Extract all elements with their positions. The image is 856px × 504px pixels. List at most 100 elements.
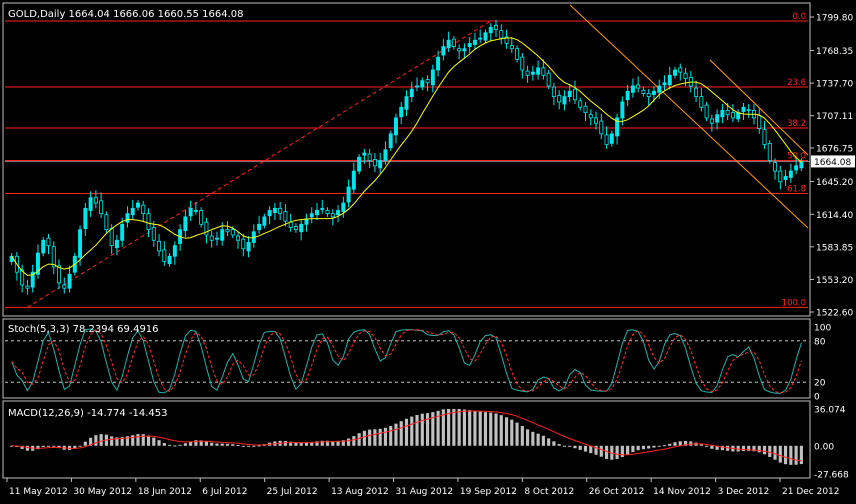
fib-level-label: 61.8 — [787, 184, 806, 194]
time-tick-label: 6 Jul 2012 — [202, 487, 247, 497]
time-tick-label: 18 Jun 2012 — [138, 487, 192, 497]
candle-body — [278, 207, 283, 215]
candle-body — [409, 88, 414, 98]
price-tick-label: 1522.60 — [816, 309, 853, 319]
macd-hist-bar — [25, 445, 30, 451]
macd-hist-bar — [768, 445, 772, 457]
macd-hist-bar — [241, 445, 245, 447]
candle-body — [162, 249, 167, 262]
macd-hist-bar — [778, 445, 782, 463]
stoch-signal-line — [11, 329, 802, 394]
price-tick-label: 1768.35 — [816, 47, 853, 57]
candle-body — [341, 202, 346, 212]
macd-hist-bar — [41, 445, 45, 448]
candle-body — [325, 210, 330, 215]
candle-body — [199, 210, 204, 225]
macd-hist-bar — [626, 445, 630, 455]
candle-body — [193, 210, 198, 212]
macd-hist-bar — [562, 445, 567, 447]
candle-body — [299, 223, 304, 233]
macd-hist-bar — [515, 422, 519, 446]
macd-hist-bar — [315, 441, 319, 446]
candle-body — [657, 85, 662, 93]
candle-body — [536, 67, 541, 75]
candle-body — [551, 86, 556, 98]
price-tick-label: 1799.80 — [816, 14, 853, 24]
macd-hist-bar — [794, 445, 798, 465]
candle-body — [625, 90, 630, 101]
macd-hist-bar — [162, 442, 166, 446]
macd-hist-bar — [347, 438, 351, 446]
candle-body — [494, 24, 498, 30]
macd-hist-bar — [457, 409, 461, 446]
time-tick-label: 11 May 2012 — [9, 487, 68, 497]
candle-body — [530, 71, 535, 75]
macd-hist-bar — [752, 445, 756, 452]
candle-body — [599, 120, 604, 135]
candle-body — [304, 218, 309, 225]
macd-hist-bar — [578, 445, 582, 450]
candle-body — [562, 96, 567, 105]
macd-hist-bar — [620, 445, 624, 457]
price-tick-label: 1707.11 — [816, 112, 853, 122]
candle-body — [472, 39, 477, 45]
candle-body — [446, 39, 451, 49]
candle-body — [594, 117, 599, 124]
candle-body — [667, 74, 672, 86]
macd-hist-bar — [110, 436, 114, 446]
macd-hist-bar — [231, 444, 235, 446]
main-panel-frame — [2, 2, 811, 317]
fib-level-label: 100.0 — [782, 298, 806, 308]
candle-body — [725, 110, 730, 116]
macd-hist-bar — [715, 445, 719, 450]
candle-body — [630, 85, 635, 93]
candle-body — [462, 48, 467, 52]
trend-line-upper-2 — [709, 59, 809, 156]
macd-hist-bar — [531, 431, 535, 446]
candle-body — [51, 246, 56, 268]
candle-body — [436, 56, 441, 71]
macd-hist-bar — [468, 410, 472, 446]
candle-body — [699, 96, 704, 108]
time-tick-label: 13 Aug 2012 — [331, 487, 389, 497]
candle-body — [794, 165, 799, 171]
candle-body — [799, 161, 804, 169]
macd-hist-bar — [431, 412, 435, 446]
macd-hist-bar — [225, 443, 230, 446]
candle-body — [393, 117, 398, 136]
candle-body — [399, 106, 404, 118]
macd-hist-bar — [341, 440, 345, 446]
stochastic-lines — [5, 328, 808, 394]
fib-level-label: 23.6 — [787, 78, 806, 88]
macd-hist-bar — [483, 412, 488, 446]
macd-hist-bar — [526, 429, 530, 446]
macd-hist-bar — [52, 445, 56, 447]
candle-body — [283, 211, 288, 222]
macd-hist-bar — [210, 442, 214, 446]
price-tick-label: 1676.75 — [816, 144, 853, 154]
candle-body — [346, 186, 351, 203]
candle-body — [315, 210, 319, 216]
candle-body — [673, 69, 677, 76]
candle-body — [272, 207, 277, 214]
macd-hist-bar — [236, 444, 240, 446]
price-tick-label: 1737.70 — [816, 80, 853, 90]
candlestick-series — [9, 19, 804, 295]
candle-body — [35, 252, 40, 275]
macd-hist-bar — [720, 445, 724, 451]
candle-body — [125, 213, 130, 223]
macd-hist-bar — [215, 443, 219, 446]
candle-body — [372, 158, 377, 167]
macd-hist-bar — [478, 411, 482, 446]
macd-hist-bar — [168, 444, 172, 446]
macd-hist-bar — [120, 437, 124, 446]
macd-hist-bar — [289, 441, 293, 446]
macd-hist-bar — [699, 444, 703, 446]
candle-body — [183, 216, 188, 232]
macd-hist-bar — [362, 430, 366, 446]
candle-body — [146, 213, 151, 231]
macd-hist-bar — [368, 429, 372, 446]
candle-body — [46, 237, 51, 246]
